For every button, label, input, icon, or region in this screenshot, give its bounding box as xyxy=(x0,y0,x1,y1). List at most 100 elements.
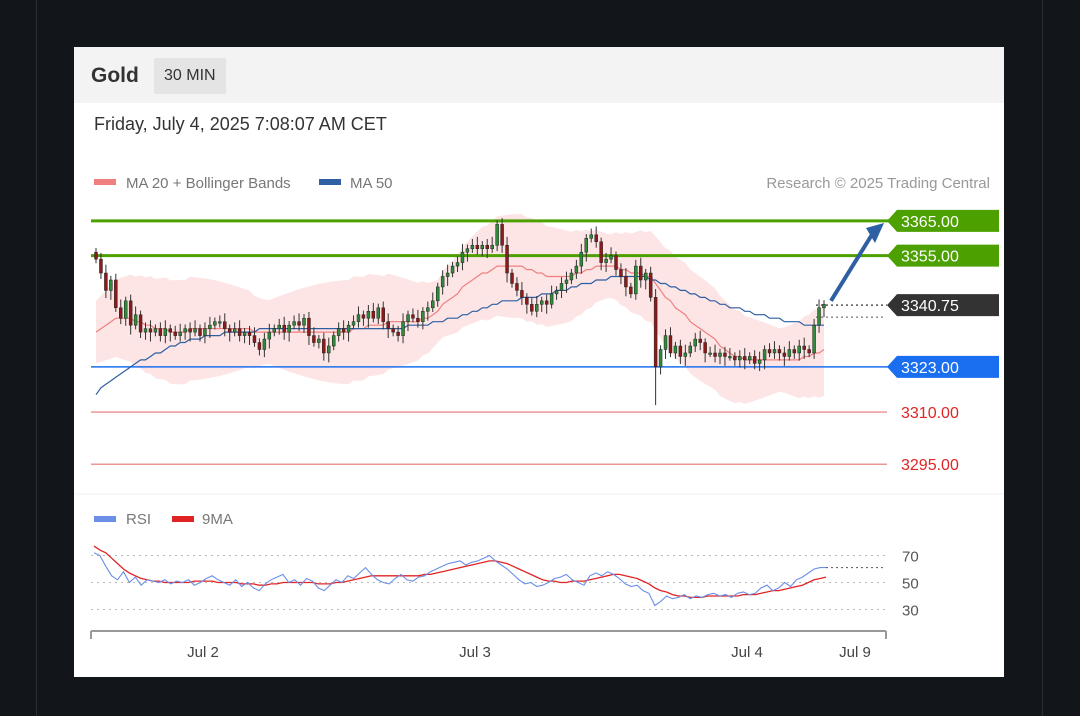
candle xyxy=(183,324,187,340)
candle xyxy=(520,282,524,306)
candle xyxy=(599,237,603,271)
candle xyxy=(188,322,192,342)
candle xyxy=(297,313,301,332)
candle xyxy=(673,341,678,359)
candle-body xyxy=(361,314,366,319)
candle-body xyxy=(440,276,445,288)
frame-left-border xyxy=(36,0,37,716)
attribution: Research © 2025 Trading Central xyxy=(766,175,990,192)
candle xyxy=(317,334,321,349)
candle xyxy=(767,343,772,358)
candle-body xyxy=(128,300,133,326)
candle-body xyxy=(817,307,821,326)
candle xyxy=(634,259,638,300)
candle xyxy=(218,315,222,328)
candle-body xyxy=(767,349,772,354)
candle-body xyxy=(445,272,450,277)
candle xyxy=(143,322,148,340)
candle-body xyxy=(183,328,187,333)
candle-body xyxy=(559,283,564,291)
candle xyxy=(198,324,202,342)
timeframe-badge[interactable]: 30 MIN xyxy=(154,58,226,94)
candle xyxy=(227,324,232,342)
candle-body xyxy=(158,328,163,336)
candle xyxy=(554,286,559,300)
candle-body xyxy=(341,328,346,333)
candle-body xyxy=(282,324,286,333)
candle xyxy=(475,236,480,255)
candle xyxy=(292,315,296,330)
candle-body xyxy=(327,345,331,354)
candle-body xyxy=(777,349,782,354)
candle-body xyxy=(416,317,420,322)
candle xyxy=(247,325,252,345)
candle xyxy=(104,264,108,299)
candle-body xyxy=(574,265,579,274)
rsi-line xyxy=(93,552,826,607)
candle xyxy=(123,296,128,326)
candle-body xyxy=(460,251,465,263)
candle-body xyxy=(148,328,153,333)
candle-body xyxy=(193,328,197,333)
candle xyxy=(663,329,668,359)
candle xyxy=(272,324,277,337)
candle-body xyxy=(604,258,608,263)
candle xyxy=(257,338,262,356)
candle-body xyxy=(619,269,623,277)
candle xyxy=(807,345,811,358)
candle xyxy=(193,320,197,337)
candle-body xyxy=(480,244,485,249)
candle-body xyxy=(351,321,356,326)
ma9-legend-label: 9MA xyxy=(202,511,233,528)
ma20-legend-swatch xyxy=(94,179,116,185)
price-chart: MA 20 + Bollinger Bands MA 50 Research ©… xyxy=(74,175,1004,661)
candle xyxy=(302,314,306,333)
candle xyxy=(153,324,158,337)
candle-body xyxy=(614,255,618,270)
candle-body xyxy=(356,314,361,322)
candle xyxy=(208,316,212,339)
candle xyxy=(465,244,470,262)
candle xyxy=(728,348,732,361)
candle-body xyxy=(812,324,816,354)
candle-body xyxy=(331,335,336,347)
candle xyxy=(495,220,499,252)
candle xyxy=(614,251,618,276)
candle-body xyxy=(302,317,306,326)
level-tag-3365.00 xyxy=(887,209,999,232)
candle xyxy=(445,264,450,286)
candle xyxy=(267,323,272,349)
candle xyxy=(366,305,371,328)
candle xyxy=(772,341,777,359)
candle-body xyxy=(510,272,514,284)
candle xyxy=(693,332,697,352)
candle xyxy=(391,324,395,337)
candle-body xyxy=(99,258,103,274)
candle xyxy=(594,226,598,248)
candle-body xyxy=(168,328,173,333)
candle-body xyxy=(554,290,559,295)
candle-body xyxy=(143,328,148,333)
chart-card: Gold 30 MIN Friday, July 4, 2025 7:08:07… xyxy=(74,47,1004,677)
candle xyxy=(341,320,346,340)
candle xyxy=(163,320,168,344)
level-tag-3355.00 xyxy=(887,244,999,267)
timestamp: Friday, July 4, 2025 7:08:07 AM CET xyxy=(94,114,387,134)
candle xyxy=(653,289,658,406)
candle xyxy=(530,298,534,316)
candle-body xyxy=(272,328,277,333)
candle-body xyxy=(782,352,787,357)
candle-body xyxy=(421,311,425,322)
candle-body xyxy=(227,328,232,333)
candle-body xyxy=(530,304,534,312)
candle xyxy=(752,350,757,370)
candle xyxy=(178,323,182,342)
level-label-3323.00: 3323.00 xyxy=(901,360,959,377)
candle xyxy=(277,318,281,335)
candle xyxy=(307,311,311,345)
candle xyxy=(356,306,361,328)
candle-body xyxy=(455,262,460,267)
level-labels-layer: 3365.00 3355.00 3340.75 3323.00 3310.00 3295.… xyxy=(887,209,999,474)
candle xyxy=(401,313,405,344)
candle-body xyxy=(634,265,638,295)
